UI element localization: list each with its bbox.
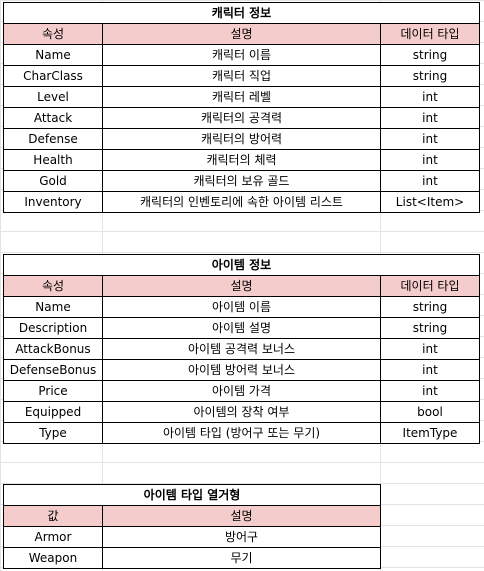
table-row: Price 아이템 가격 int	[3, 380, 480, 402]
table-row: Description 아이템 설명 string	[3, 317, 480, 339]
cell-description[interactable]: 아이템의 장착 여부	[102, 401, 381, 423]
cell-datatype[interactable]: int	[380, 86, 480, 108]
cell-datatype[interactable]: int	[380, 128, 480, 150]
table-row: Name 아이템 이름 string	[3, 296, 480, 318]
table-row: Health 캐릭터의 체력 int	[3, 149, 480, 171]
cell-datatype[interactable]: string	[380, 296, 480, 318]
header-description[interactable]: 설명	[102, 505, 381, 527]
cell-description[interactable]: 캐릭터의 인벤토리에 속한 아이템 리스트	[102, 191, 381, 213]
table-row: Attack 캐릭터의 공격력 int	[3, 107, 480, 129]
cell-datatype[interactable]: string	[380, 65, 480, 87]
table-row: Armor 방어구	[3, 526, 381, 548]
table-row: Defense 캐릭터의 방어력 int	[3, 128, 480, 150]
table-row: Inventory 캐릭터의 인벤토리에 속한 아이템 리스트 List<Ite…	[3, 191, 480, 213]
cell-datatype[interactable]: ItemType	[380, 422, 480, 444]
cell-datatype[interactable]: int	[380, 107, 480, 129]
table-row: CharClass 캐릭터 직업 string	[3, 65, 480, 87]
table-row: Name 캐릭터 이름 string	[3, 44, 480, 66]
header-description[interactable]: 설명	[102, 23, 381, 45]
cell-attribute[interactable]: Inventory	[3, 191, 103, 213]
cell-attribute[interactable]: Gold	[3, 170, 103, 192]
cell-attribute[interactable]: DefenseBonus	[3, 359, 103, 381]
header-value[interactable]: 값	[3, 505, 103, 527]
enum-table-title[interactable]: 아이템 타입 열거형	[3, 484, 381, 506]
cell-description[interactable]: 아이템 이름	[102, 296, 381, 318]
header-datatype[interactable]: 데이터 타입	[380, 23, 480, 45]
cell-description[interactable]: 캐릭터 이름	[102, 44, 381, 66]
cell-attribute[interactable]: CharClass	[3, 65, 103, 87]
character-table-title[interactable]: 캐릭터 정보	[3, 2, 480, 24]
cell-description[interactable]: 방어구	[102, 526, 381, 548]
cell-description[interactable]: 캐릭터의 체력	[102, 149, 381, 171]
cell-description[interactable]: 아이템 타입 (방어구 또는 무기)	[102, 422, 381, 444]
item-type-enum-table: 아이템 타입 열거형 값 설명 Armor 방어구 Weapon 무기	[3, 484, 381, 569]
cell-description[interactable]: 아이템 공격력 보너스	[102, 338, 381, 360]
cell-description[interactable]: 캐릭터의 방어력	[102, 128, 381, 150]
cell-datatype[interactable]: bool	[380, 401, 480, 423]
cell-description[interactable]: 캐릭터의 보유 골드	[102, 170, 381, 192]
header-attribute[interactable]: 속성	[3, 275, 103, 297]
cell-description[interactable]: 아이템 가격	[102, 380, 381, 402]
character-info-table: 캐릭터 정보 속성 설명 데이터 타입 Name 캐릭터 이름 string C…	[3, 2, 480, 213]
cell-attribute[interactable]: Attack	[3, 107, 103, 129]
cell-description[interactable]: 캐릭터 레벨	[102, 86, 381, 108]
item-info-table: 아이템 정보 속성 설명 데이터 타입 Name 아이템 이름 string D…	[3, 254, 480, 444]
cell-attribute[interactable]: Description	[3, 317, 103, 339]
cell-datatype[interactable]: string	[380, 317, 480, 339]
cell-datatype[interactable]: int	[380, 359, 480, 381]
cell-datatype[interactable]: int	[380, 380, 480, 402]
cell-datatype[interactable]: int	[380, 149, 480, 171]
table-row: Type 아이템 타입 (방어구 또는 무기) ItemType	[3, 422, 480, 444]
cell-datatype[interactable]: string	[380, 44, 480, 66]
cell-attribute[interactable]: AttackBonus	[3, 338, 103, 360]
cell-description[interactable]: 무기	[102, 547, 381, 569]
header-attribute[interactable]: 속성	[3, 23, 103, 45]
cell-datatype[interactable]: List<Item>	[380, 191, 480, 213]
cell-description[interactable]: 캐릭터 직업	[102, 65, 381, 87]
cell-description[interactable]: 아이템 설명	[102, 317, 381, 339]
item-table-title[interactable]: 아이템 정보	[3, 254, 480, 276]
cell-attribute[interactable]: Defense	[3, 128, 103, 150]
header-datatype[interactable]: 데이터 타입	[380, 275, 480, 297]
header-description[interactable]: 설명	[102, 275, 381, 297]
cell-attribute[interactable]: Type	[3, 422, 103, 444]
cell-attribute[interactable]: Health	[3, 149, 103, 171]
cell-attribute[interactable]: Name	[3, 296, 103, 318]
table-row: Equipped 아이템의 장착 여부 bool	[3, 401, 480, 423]
cell-attribute[interactable]: Name	[3, 44, 103, 66]
table-row: Gold 캐릭터의 보유 골드 int	[3, 170, 480, 192]
cell-attribute[interactable]: Level	[3, 86, 103, 108]
cell-value[interactable]: Weapon	[3, 547, 103, 569]
cell-attribute[interactable]: Price	[3, 380, 103, 402]
table-row: Weapon 무기	[3, 547, 381, 569]
cell-description[interactable]: 캐릭터의 공격력	[102, 107, 381, 129]
table-row: DefenseBonus 아이템 방어력 보너스 int	[3, 359, 480, 381]
table-row: AttackBonus 아이템 공격력 보너스 int	[3, 338, 480, 360]
cell-description[interactable]: 아이템 방어력 보너스	[102, 359, 381, 381]
cell-attribute[interactable]: Equipped	[3, 401, 103, 423]
cell-datatype[interactable]: int	[380, 170, 480, 192]
cell-value[interactable]: Armor	[3, 526, 103, 548]
table-row: Level 캐릭터 레벨 int	[3, 86, 480, 108]
cell-datatype[interactable]: int	[380, 338, 480, 360]
